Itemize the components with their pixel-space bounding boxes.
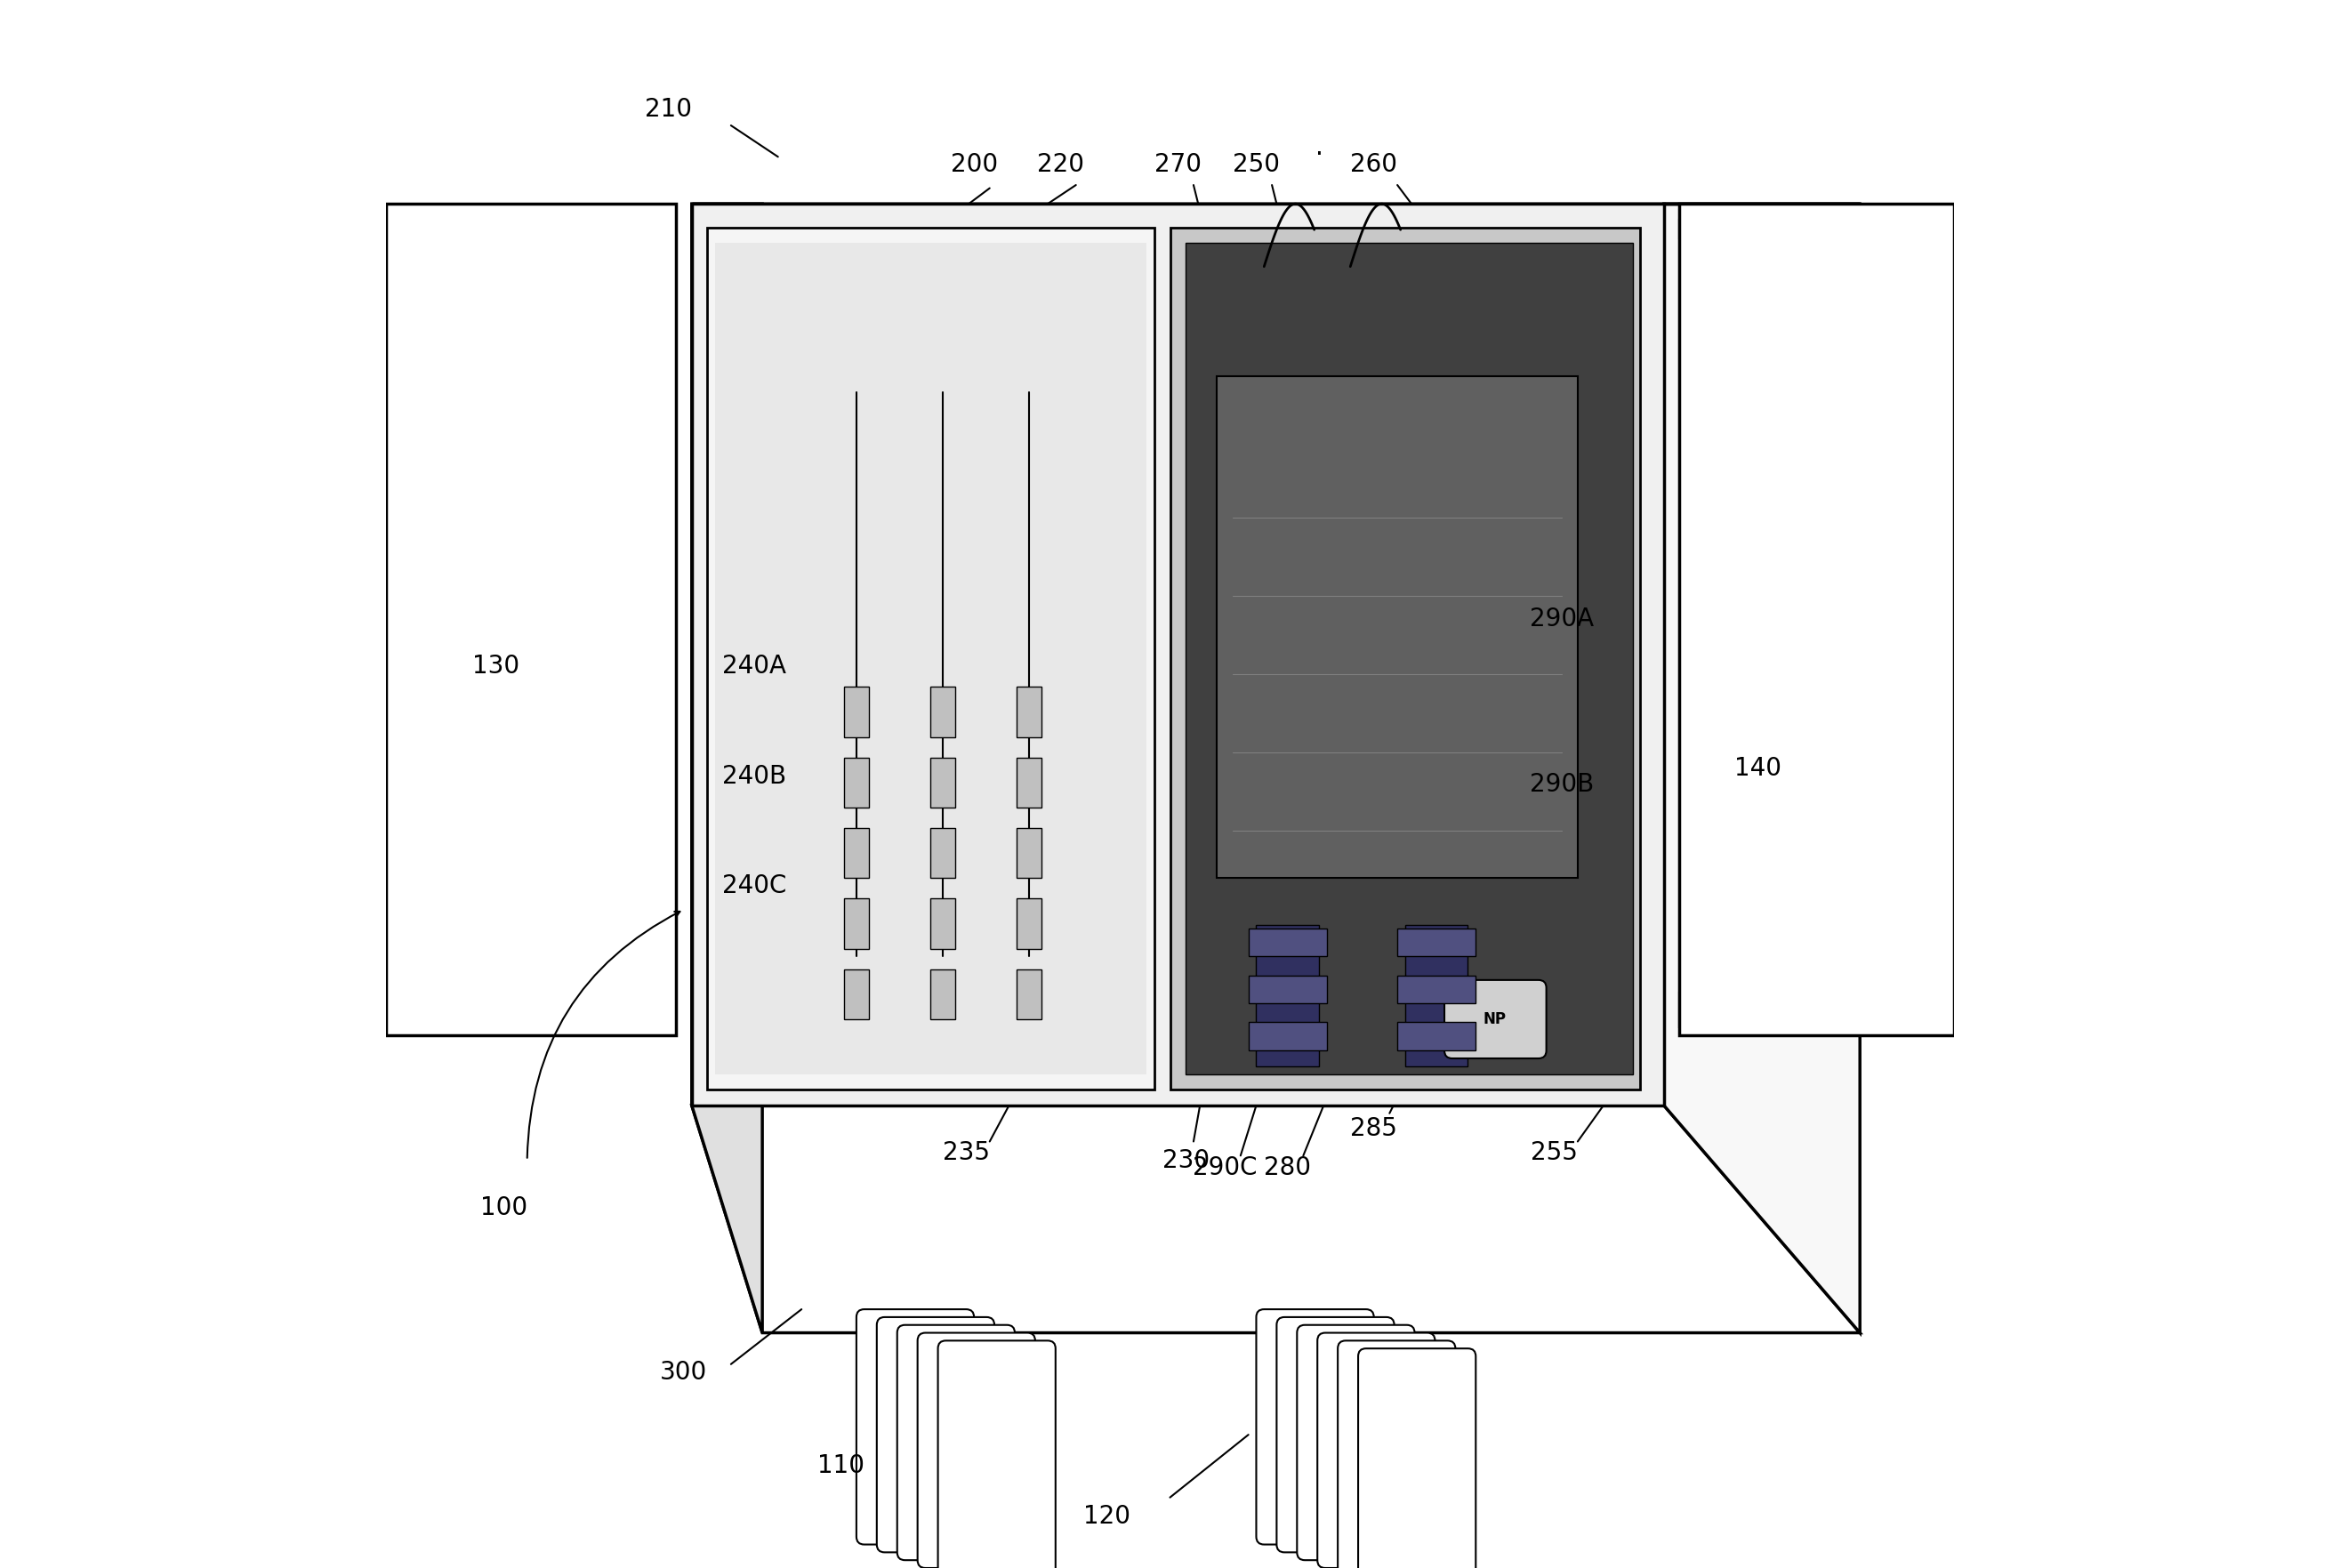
Bar (1900, 220, 1938, 1027)
FancyBboxPatch shape (878, 1317, 994, 1552)
FancyBboxPatch shape (1444, 980, 1547, 1058)
FancyBboxPatch shape (1296, 1325, 1416, 1560)
Bar (1250, 1022, 1327, 1051)
Bar (845, 687, 868, 737)
Bar (393, 210, 660, 238)
Text: 300: 300 (660, 1359, 707, 1385)
Bar (393, 993, 660, 1027)
FancyBboxPatch shape (938, 1341, 1055, 1568)
Bar (1680, 220, 1720, 1027)
Bar (1680, 220, 1720, 1027)
Bar (1016, 757, 1041, 808)
Bar (1397, 975, 1477, 1004)
Bar (1900, 220, 1938, 1027)
Text: 130: 130 (473, 654, 519, 679)
FancyBboxPatch shape (896, 1325, 1016, 1560)
Bar (845, 969, 868, 1019)
Bar (1406, 925, 1467, 1066)
Bar (1680, 210, 1938, 238)
Text: 220: 220 (1037, 152, 1083, 177)
Polygon shape (1170, 227, 1640, 1090)
Bar (393, 993, 660, 1027)
Text: 235: 235 (943, 1140, 990, 1165)
FancyBboxPatch shape (856, 1309, 973, 1544)
Bar (1397, 1022, 1477, 1051)
Text: 240A: 240A (723, 654, 786, 679)
Text: 280: 280 (1264, 1156, 1310, 1181)
Bar (929, 828, 955, 878)
Bar (1016, 898, 1041, 949)
FancyBboxPatch shape (1338, 1341, 1455, 1568)
Text: 240C: 240C (723, 873, 786, 898)
Text: 140: 140 (1734, 756, 1781, 781)
Bar (1397, 928, 1477, 956)
Text: 100: 100 (480, 1195, 526, 1220)
Text: NP: NP (1484, 1011, 1507, 1027)
FancyBboxPatch shape (1317, 1333, 1434, 1568)
Polygon shape (386, 204, 676, 1035)
Bar (1016, 969, 1041, 1019)
Bar (629, 220, 669, 1027)
Polygon shape (1186, 243, 1633, 1074)
Bar (845, 828, 868, 878)
Bar (929, 757, 955, 808)
Text: 230: 230 (1163, 1148, 1210, 1173)
FancyBboxPatch shape (917, 1333, 1034, 1568)
Bar (845, 898, 868, 949)
Text: 270: 270 (1154, 152, 1200, 177)
Text: 260: 260 (1350, 152, 1397, 177)
Polygon shape (1680, 204, 1954, 1035)
Bar (393, 220, 433, 1027)
Bar (1250, 928, 1327, 956)
Text: 120: 120 (1083, 1504, 1130, 1529)
Text: 210: 210 (644, 97, 693, 122)
Text: 290C: 290C (1193, 1156, 1257, 1181)
Bar (1250, 975, 1327, 1004)
Polygon shape (693, 204, 1664, 1105)
Text: 290A: 290A (1530, 607, 1594, 632)
Text: 255: 255 (1530, 1140, 1577, 1165)
Bar (393, 220, 433, 1027)
Bar (929, 687, 955, 737)
Text: 240B: 240B (723, 764, 786, 789)
Text: 290B: 290B (1530, 771, 1594, 797)
Text: 250: 250 (1233, 152, 1280, 177)
Polygon shape (707, 227, 1154, 1090)
Text: .: . (1315, 135, 1322, 160)
Bar (1016, 828, 1041, 878)
Bar (629, 220, 669, 1027)
Polygon shape (716, 243, 1147, 1074)
Bar (1257, 925, 1320, 1066)
Bar (929, 898, 955, 949)
Bar (1680, 993, 1938, 1027)
Polygon shape (1664, 204, 1860, 1333)
FancyBboxPatch shape (1357, 1348, 1477, 1568)
Bar (845, 757, 868, 808)
Text: 200: 200 (950, 152, 997, 177)
Polygon shape (693, 204, 763, 1333)
Bar (1016, 687, 1041, 737)
Text: 285: 285 (1350, 1116, 1397, 1142)
Bar (1680, 210, 1938, 238)
FancyBboxPatch shape (1278, 1317, 1395, 1552)
FancyBboxPatch shape (1257, 1309, 1374, 1544)
Polygon shape (693, 1105, 1860, 1333)
Bar (1680, 993, 1938, 1027)
Bar (393, 210, 660, 238)
Bar (1217, 376, 1577, 878)
Bar (929, 969, 955, 1019)
Text: 110: 110 (817, 1454, 863, 1479)
